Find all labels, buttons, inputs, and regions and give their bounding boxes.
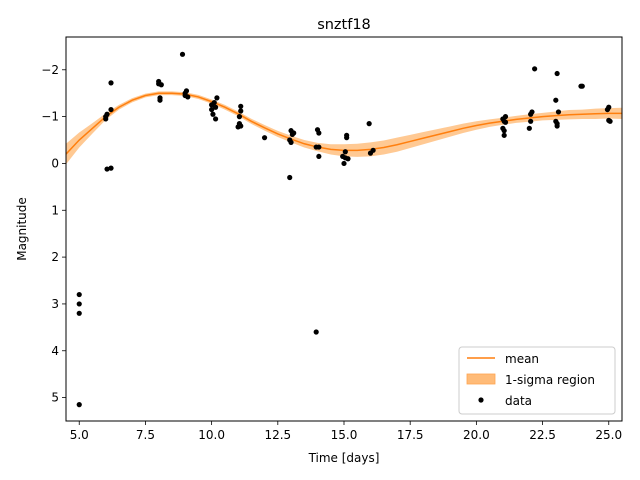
data-point [287, 174, 293, 181]
legend-band-swatch [466, 373, 496, 385]
data-point [529, 109, 535, 115]
data-point [209, 106, 215, 113]
y-axis-ticks: −2 −1 0 1 2 3 4 5 [41, 63, 66, 405]
legend-data-swatch [478, 397, 484, 403]
data-point [183, 88, 190, 94]
data-point [553, 97, 559, 103]
data-point [261, 135, 268, 141]
data-point [238, 103, 244, 109]
data-point [158, 82, 164, 88]
y-tick-label: 4 [51, 344, 59, 358]
y-tick-label: 0 [51, 156, 59, 170]
legend-mean-label: mean [505, 352, 539, 366]
data-point [76, 301, 82, 307]
data-point [211, 99, 217, 106]
data-point [502, 119, 509, 125]
data-point [179, 51, 186, 57]
x-tick-label: 22.5 [529, 428, 556, 442]
data-point [370, 147, 376, 153]
data-point [316, 130, 322, 136]
data-point [554, 70, 560, 77]
data-point [366, 121, 372, 127]
x-tick-label: 15.0 [331, 428, 358, 442]
y-tick-label: 3 [51, 297, 59, 311]
data-point [157, 95, 163, 101]
data-point [607, 118, 613, 124]
legend-box [458, 346, 616, 415]
y-tick-label: 5 [51, 391, 59, 405]
data-point [341, 160, 347, 167]
y-tick-label: −2 [41, 63, 59, 77]
data-point [103, 116, 109, 122]
x-tick-label: 20.0 [463, 428, 490, 442]
x-tick-label: 10.0 [198, 428, 225, 442]
data-point [108, 106, 114, 113]
data-point [212, 104, 219, 110]
data-point [210, 111, 216, 117]
data-point [108, 80, 114, 86]
plot-area [66, 51, 622, 408]
data-point [238, 123, 244, 129]
data-point [185, 94, 191, 100]
y-axis-label: Magnitude [15, 197, 29, 261]
data-point [104, 166, 110, 172]
data-point [344, 135, 350, 141]
legend-band-label: 1-sigma region [505, 373, 595, 387]
y-tick-label: 2 [51, 250, 59, 264]
x-tick-label: 25.0 [595, 428, 622, 442]
data-point [606, 104, 612, 110]
data-point [108, 165, 114, 171]
data-point [76, 310, 82, 316]
x-tick-label: 7.5 [136, 428, 155, 442]
y-tick-label: 1 [51, 203, 59, 217]
data-point [555, 109, 562, 115]
data-point [316, 153, 322, 160]
data-point [313, 329, 319, 335]
data-point [579, 83, 585, 89]
data-point [291, 130, 297, 136]
data-point [76, 402, 82, 408]
data-point [501, 128, 507, 134]
data-point [342, 149, 348, 155]
data-point [502, 114, 509, 120]
data-point [212, 116, 219, 122]
data-point [526, 125, 532, 131]
data-point [104, 111, 110, 117]
data-point [76, 291, 82, 298]
data-point [316, 144, 322, 150]
x-tick-label: 5.0 [70, 428, 89, 442]
legend-data-label: data [505, 394, 532, 408]
legend: mean 1-sigma region data [458, 346, 616, 415]
data-point [214, 95, 220, 101]
data-point [345, 156, 351, 162]
data-point [236, 114, 243, 120]
data-point [501, 132, 507, 138]
x-axis-label: Time [days] [308, 451, 380, 465]
data-point [554, 121, 560, 127]
x-axis-ticks: 5.0 7.5 10.0 12.5 15.0 17.5 20.0 22.5 25.0 [70, 421, 622, 442]
x-tick-label: 17.5 [397, 428, 424, 442]
data-point [532, 66, 538, 72]
data-points [76, 51, 613, 408]
data-point [528, 118, 534, 124]
y-tick-label: −1 [41, 110, 59, 124]
x-tick-label: 12.5 [264, 428, 291, 442]
chart-title: snztf18 [317, 17, 371, 33]
data-point [238, 108, 244, 114]
data-point [288, 139, 294, 145]
